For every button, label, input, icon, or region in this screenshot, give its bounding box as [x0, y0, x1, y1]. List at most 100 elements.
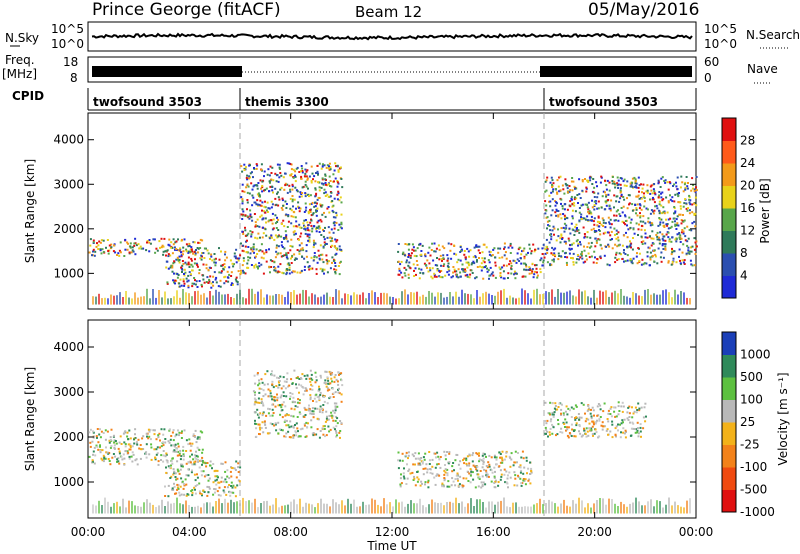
heatmap-cell [566, 413, 569, 416]
heatmap-cell [194, 492, 197, 495]
heatmap-cell [480, 481, 483, 484]
heatmap-cell [157, 434, 160, 437]
heatmap-cell [622, 427, 625, 430]
y-tick-label: 3000 [53, 385, 84, 399]
ground-scatter [257, 507, 259, 514]
heatmap-cell [181, 271, 183, 273]
ground-scatter [635, 293, 637, 305]
heatmap-cell [305, 175, 308, 178]
ground-scatter [623, 504, 625, 514]
heatmap-cell [257, 416, 260, 419]
ground-scatter [212, 295, 214, 305]
heatmap-cell [677, 224, 680, 227]
heatmap-cell [255, 203, 258, 206]
heatmap-cell [554, 211, 557, 214]
ground-scatter [464, 506, 466, 514]
heatmap-cell [433, 274, 436, 277]
heatmap-cell [405, 268, 408, 271]
heatmap-cell [317, 249, 320, 252]
heatmap-cell [159, 439, 161, 442]
heatmap-cell [631, 248, 634, 251]
heatmap-cell [294, 216, 297, 219]
heatmap-cell [692, 184, 695, 187]
heatmap-cell [327, 379, 330, 382]
heatmap-cell [568, 227, 571, 230]
heatmap-cell [285, 256, 288, 259]
heatmap-cell [564, 418, 567, 421]
heatmap-cell [170, 444, 173, 447]
heatmap-cell [129, 437, 132, 440]
heatmap-cell [429, 254, 432, 257]
heatmap-cell [468, 255, 471, 258]
heatmap-cell [439, 466, 442, 469]
heatmap-cell [285, 380, 288, 383]
heatmap-cell [555, 214, 558, 217]
heatmap-cell [486, 270, 489, 273]
heatmap-cell [154, 457, 157, 459]
heatmap-cell [148, 241, 151, 244]
heatmap-cell [309, 221, 312, 224]
heatmap-cell [297, 430, 299, 433]
heatmap-cell [477, 473, 480, 476]
heatmap-cell [276, 221, 279, 223]
heatmap-cell [93, 435, 96, 438]
heatmap-cell [619, 215, 622, 217]
heatmap-cell [640, 183, 642, 186]
heatmap-cell [223, 276, 226, 279]
heatmap-cell [591, 433, 594, 436]
heatmap-cell [693, 212, 696, 215]
heatmap-cell [320, 167, 323, 170]
heatmap-cell [321, 268, 324, 271]
heatmap-cell [689, 199, 692, 202]
heatmap-cell [505, 455, 508, 458]
heatmap-cell [230, 282, 233, 285]
heatmap-cell [550, 191, 553, 194]
heatmap-cell [560, 234, 563, 237]
heatmap-cell [267, 388, 270, 391]
heatmap-cell [316, 396, 319, 399]
heatmap-cell [585, 427, 588, 430]
heatmap-cell [222, 489, 225, 492]
heatmap-cell [167, 495, 170, 498]
heatmap-cell [192, 458, 195, 461]
heatmap-cell [678, 236, 681, 239]
heatmap-cell [101, 248, 104, 251]
heatmap-cell [109, 439, 112, 441]
ground-scatter [365, 504, 367, 514]
ground-scatter [158, 290, 160, 305]
heatmap-cell [656, 207, 659, 210]
heatmap-cell [688, 198, 691, 201]
heatmap-cell [255, 423, 258, 425]
heatmap-cell [649, 258, 652, 261]
heatmap-cell [306, 235, 309, 238]
heatmap-cell [308, 175, 311, 178]
colorbar-segment [722, 185, 736, 209]
ground-scatter [599, 498, 601, 514]
heatmap-cell [294, 180, 297, 183]
heatmap-cell [637, 234, 639, 236]
heatmap-cell [178, 285, 181, 288]
ground-scatter [443, 505, 445, 514]
heatmap-cell [220, 476, 223, 479]
ground-scatter [506, 297, 508, 305]
ground-scatter [389, 296, 391, 305]
heatmap-cell [310, 419, 313, 422]
heatmap-cell [661, 233, 664, 236]
heatmap-cell [248, 217, 251, 220]
heatmap-cell [185, 439, 188, 442]
heatmap-cell [623, 432, 626, 435]
heatmap-cell [309, 369, 312, 372]
heatmap-cell [326, 387, 329, 390]
heatmap-cell [260, 168, 263, 171]
heatmap-cell [247, 246, 250, 248]
heatmap-cell [261, 185, 264, 187]
heatmap-cell [233, 263, 235, 266]
heatmap-cell [587, 242, 590, 245]
heatmap-cell [200, 474, 203, 477]
heatmap-cell [401, 276, 404, 279]
heatmap-cell [234, 486, 237, 489]
heatmap-cell [338, 199, 341, 202]
heatmap-cell [189, 455, 191, 458]
heatmap-cell [512, 464, 515, 467]
heatmap-cell [272, 398, 275, 401]
